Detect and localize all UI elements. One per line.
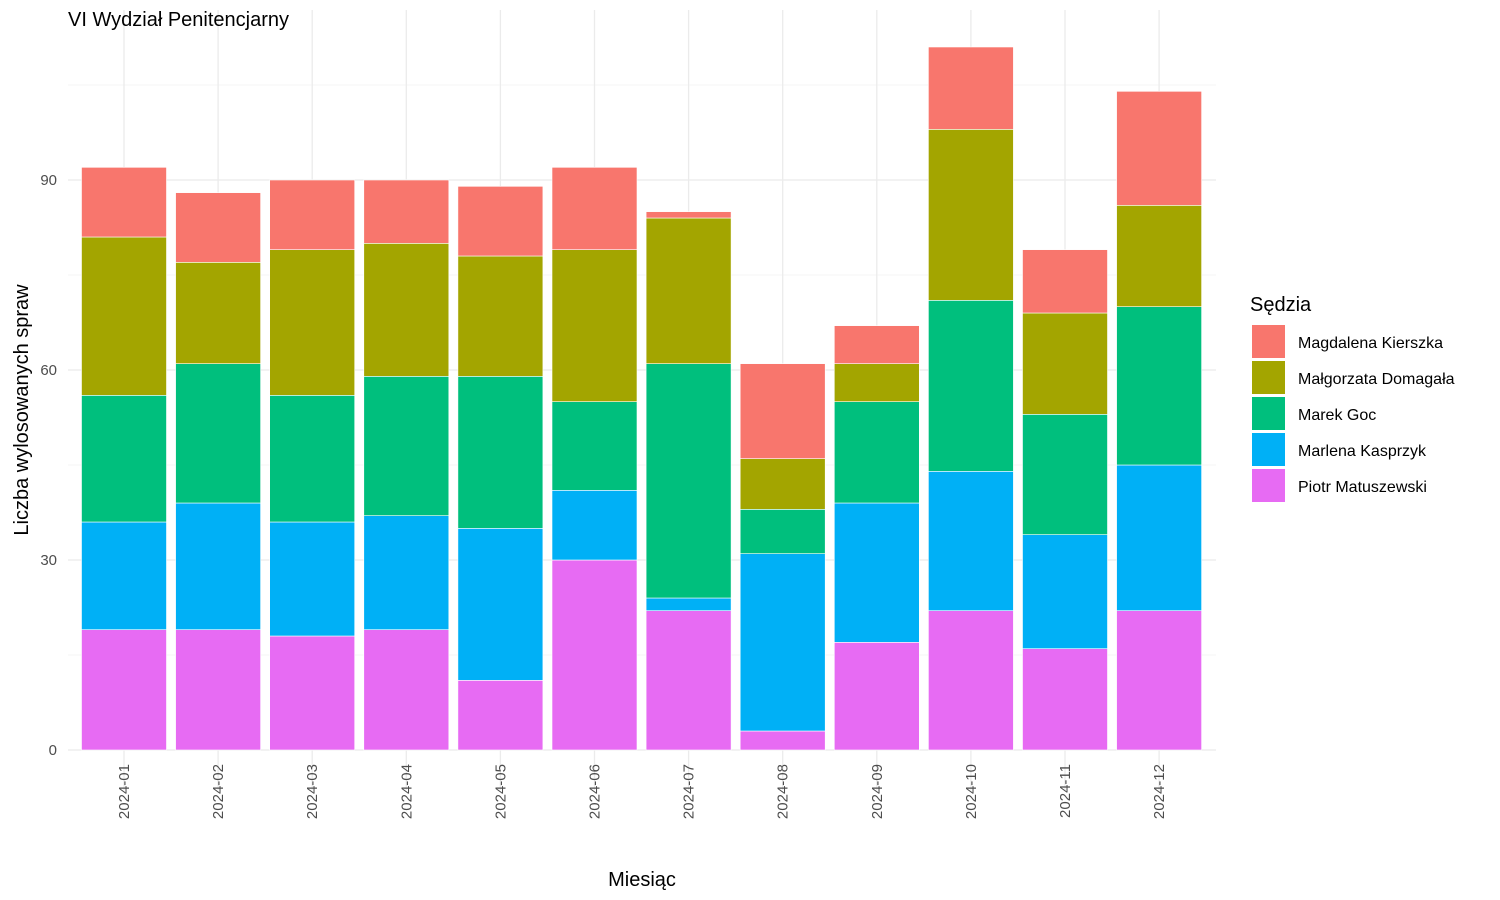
x-tick-label: 2024-04 [398, 764, 415, 819]
bar-segment [1116, 610, 1202, 751]
bar-segment [81, 167, 167, 238]
x-axis-title: Miesiąc [608, 869, 676, 891]
y-axis-title: Liczba wylosowanych spraw [11, 284, 33, 536]
x-tick-label: 2024-01 [116, 764, 133, 819]
bar-segment [551, 401, 638, 491]
bar-segment [551, 559, 638, 751]
bar-segment [1022, 414, 1108, 535]
bar-segment [363, 179, 450, 244]
bar-segment [928, 610, 1014, 751]
bar-segment [645, 597, 732, 611]
bar-segment [551, 490, 638, 561]
bar-segment [175, 629, 261, 751]
bar-segment [928, 300, 1014, 472]
bar-segment [1022, 312, 1108, 415]
bar-segment [833, 502, 920, 643]
legend-label: Piotr Matuszewski [1298, 479, 1427, 496]
x-tick-label: 2024-09 [869, 764, 886, 819]
bar-segment [269, 249, 356, 396]
x-tick-label: 2024-07 [681, 764, 698, 819]
bar-segment [833, 363, 920, 402]
bar-segment [457, 680, 544, 751]
bar-segment [645, 217, 732, 364]
bar-segment [739, 363, 826, 459]
bar-segment [363, 376, 450, 516]
x-tick-label: 2024-12 [1151, 764, 1168, 819]
legend-swatch [1252, 469, 1285, 502]
bar-segment [928, 46, 1014, 130]
bar-segment [833, 642, 920, 751]
legend-label: Marek Goc [1298, 407, 1376, 424]
bar-segment [457, 186, 544, 257]
bar-segment [833, 401, 920, 504]
bar-segment [175, 192, 261, 263]
bar-segment [1022, 534, 1108, 649]
bar-segment [81, 521, 167, 630]
bar-segment [645, 363, 732, 599]
bar-segment [739, 458, 826, 510]
legend-title: Sędzia [1250, 294, 1312, 316]
bar-segment [363, 629, 450, 751]
bar-segment [739, 553, 826, 732]
y-tick-labels: 0 30 60 90 [40, 172, 57, 759]
x-tick-label: 2024-06 [587, 764, 604, 819]
bar-segment [457, 528, 544, 681]
bar-segment [269, 395, 356, 523]
bar-segment [1116, 306, 1202, 466]
bar-segment [645, 610, 732, 751]
y-tick-label: 0 [49, 742, 57, 759]
y-tick-label: 90 [40, 172, 57, 189]
bar-segment [645, 211, 732, 219]
bar-segment [1022, 249, 1108, 314]
bar-segment [1022, 648, 1108, 751]
bar-segment [81, 395, 167, 523]
legend: Sędzia Magdalena Kierszka Małgorzata Doma… [1250, 294, 1455, 502]
legend-items: Magdalena Kierszka Małgorzata Domagała Mar… [1252, 325, 1455, 502]
bar-segment [457, 255, 544, 377]
x-tick-label: 2024-03 [304, 764, 321, 819]
legend-swatch [1252, 325, 1285, 358]
legend-swatch [1252, 397, 1285, 430]
bar-segment [1116, 205, 1202, 307]
bar-segment [739, 509, 826, 554]
bar-segment [551, 249, 638, 402]
x-tick-labels: 2024-01 2024-02 2024-03 2024-04 2024-05 2024-… [116, 764, 1168, 819]
bar-segment [1116, 91, 1202, 206]
bar-segment [457, 376, 544, 529]
bar-segment [928, 471, 1014, 611]
bar-segment [81, 629, 167, 751]
bar-segment [269, 179, 356, 250]
chart-title: VI Wydział Penitencjarny [68, 9, 289, 31]
bar-segment [363, 243, 450, 377]
legend-label: Małgorzata Domagała [1298, 371, 1455, 388]
bar-segment [833, 325, 920, 364]
x-tick-label: 2024-10 [963, 764, 980, 819]
bar-segment [1116, 464, 1202, 611]
x-tick-label: 2024-02 [210, 764, 227, 819]
x-tick-label: 2024-08 [775, 764, 792, 819]
bar-segment [175, 502, 261, 630]
legend-swatch [1252, 433, 1285, 466]
bar-segment [175, 262, 261, 364]
x-tick-label: 2024-05 [492, 764, 509, 819]
legend-label: Magdalena Kierszka [1298, 335, 1443, 352]
bar-segment [269, 635, 356, 751]
bar-segment [81, 236, 167, 396]
y-tick-label: 30 [40, 552, 57, 569]
bars [81, 46, 1202, 751]
y-tick-label: 60 [40, 362, 57, 379]
bar-segment [551, 167, 638, 250]
bar-segment [739, 730, 826, 751]
bar-segment [928, 129, 1014, 301]
bar-segment [269, 521, 356, 637]
bar-segment [175, 363, 261, 504]
legend-swatch [1252, 361, 1285, 394]
x-tick-label: 2024-11 [1057, 764, 1074, 818]
legend-label: Marlena Kasprzyk [1298, 443, 1427, 460]
bar-segment [363, 515, 450, 630]
